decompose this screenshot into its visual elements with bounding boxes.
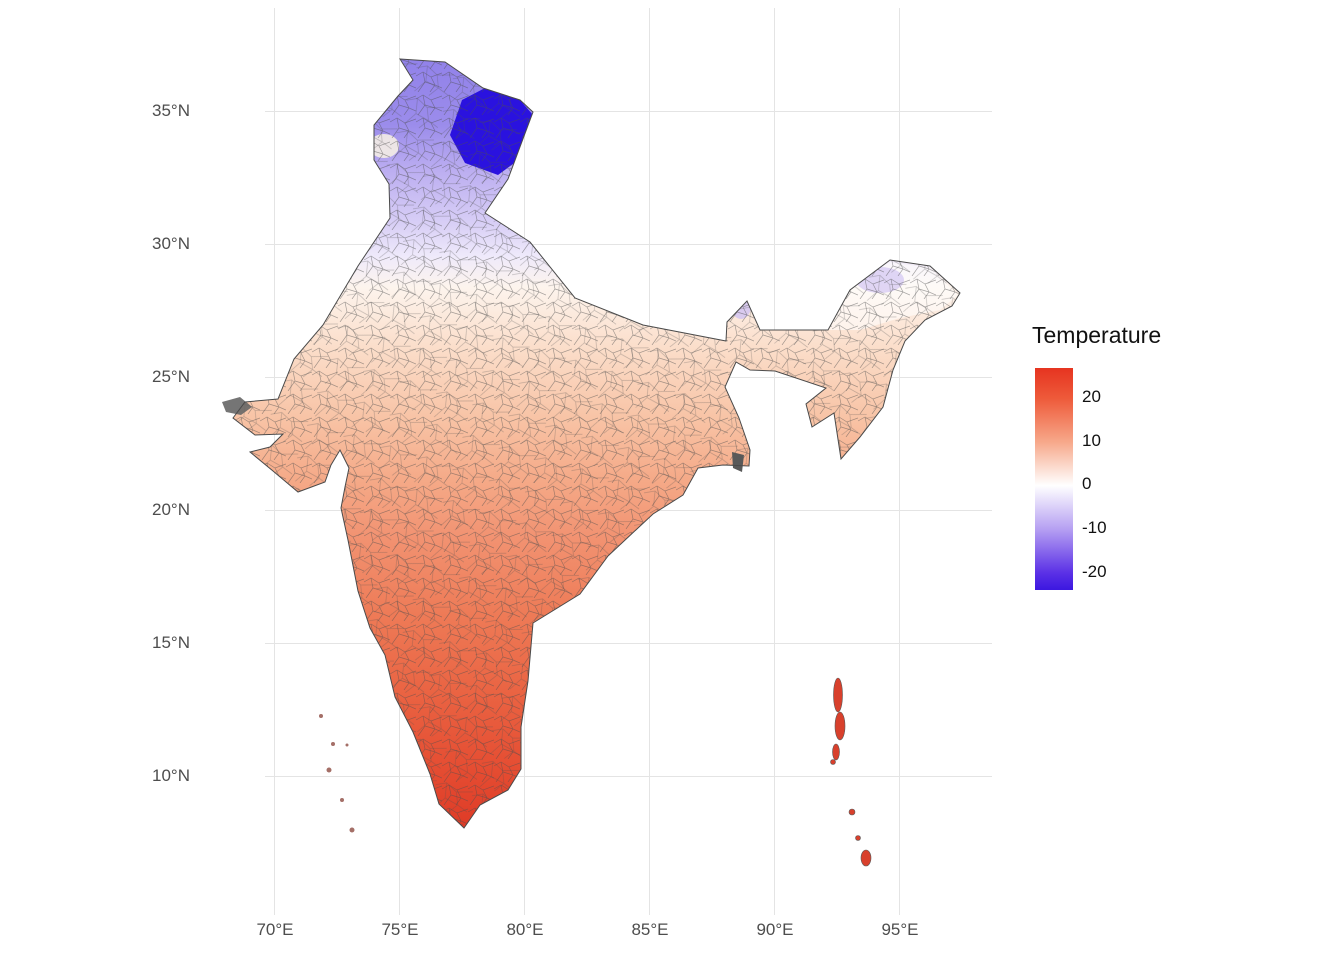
lakshadweep-islet	[326, 767, 332, 773]
lakshadweep-islet	[331, 742, 335, 746]
lakshadweep-islands	[319, 714, 355, 833]
x-tick-label-80e: 80°E	[506, 920, 544, 939]
andaman-north-island	[833, 677, 843, 713]
great-nicobar-island	[860, 849, 872, 867]
gridline-x-95e	[899, 8, 901, 915]
andaman-middle-island	[834, 711, 846, 741]
legend-gradient-rect	[1035, 368, 1073, 590]
gridline-y-35n	[265, 111, 992, 113]
legend-tick-neg10: -10	[1082, 518, 1107, 537]
legend-tick-0: 0	[1082, 474, 1092, 493]
legend-tick-10: 10	[1082, 431, 1101, 450]
x-tick-label-70e: 70°E	[256, 920, 294, 939]
y-tick-label-10n: 10°N	[152, 766, 190, 785]
x-tick-label-75e: 75°E	[381, 920, 419, 939]
legend-tick-neg20: -20	[1082, 562, 1107, 581]
lakshadweep-islet	[319, 714, 323, 718]
legend-colorbar	[1035, 368, 1073, 590]
kolkata-gray-district	[732, 452, 744, 472]
legend-tick-20: 20	[1082, 387, 1101, 406]
district-borders-mesh-b	[233, 59, 960, 828]
legend-title: Temperature	[1032, 322, 1162, 348]
gridline-y-10n	[265, 776, 992, 778]
lakshadweep-islet	[345, 743, 349, 747]
lakshadweep-islet	[340, 798, 344, 802]
y-tick-label-15n: 15°N	[152, 633, 190, 652]
y-tick-label-25n: 25°N	[152, 367, 190, 386]
x-tick-label-85e: 85°E	[631, 920, 669, 939]
rann-of-kutch-gray-district	[222, 397, 252, 415]
lakshadweep-islet	[349, 827, 355, 833]
little-andaman-island	[830, 759, 836, 765]
andaman-south-island	[832, 743, 840, 761]
nicobar-small-island	[855, 835, 861, 841]
x-tick-label-90e: 90°E	[756, 920, 794, 939]
gridline-x-90e	[774, 8, 776, 915]
y-tick-label-20n: 20°N	[152, 500, 190, 519]
y-tick-label-35n: 35°N	[152, 101, 190, 120]
y-tick-label-30n: 30°N	[152, 234, 190, 253]
na-districts	[222, 397, 744, 472]
gridline-y-15n	[265, 643, 992, 645]
car-nicobar-island	[848, 808, 856, 816]
andaman-nicobar-islands	[830, 677, 872, 867]
x-tick-label-95e: 95°E	[881, 920, 919, 939]
gridline-y-30n	[265, 244, 992, 246]
